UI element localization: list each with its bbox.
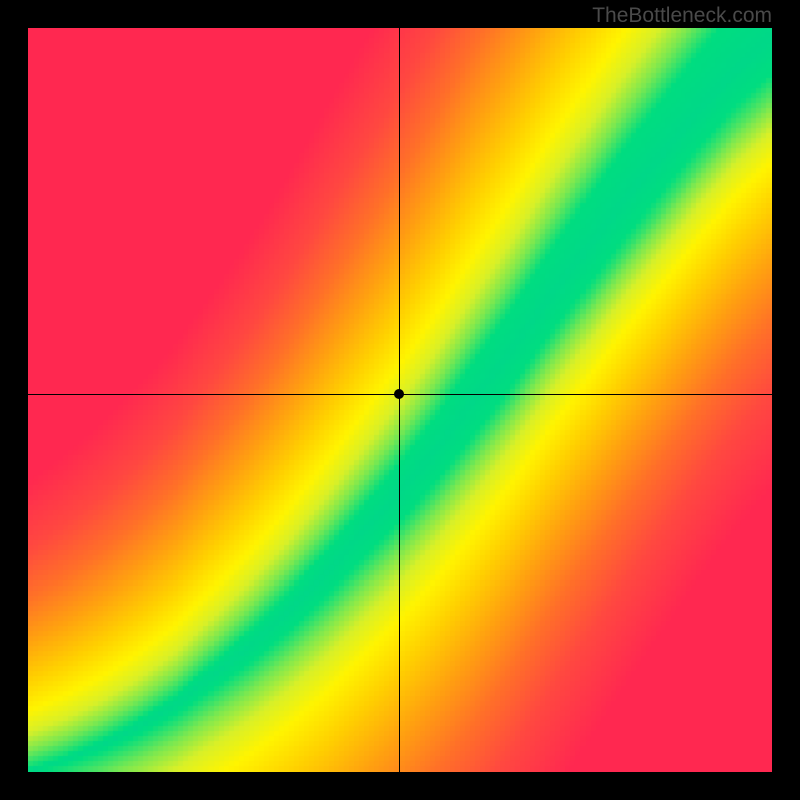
watermark-text: TheBottleneck.com	[592, 4, 772, 28]
heatmap-canvas	[28, 28, 772, 772]
heatmap-plot	[28, 28, 772, 772]
crosshair-marker	[394, 389, 404, 399]
crosshair-vertical	[399, 28, 400, 772]
